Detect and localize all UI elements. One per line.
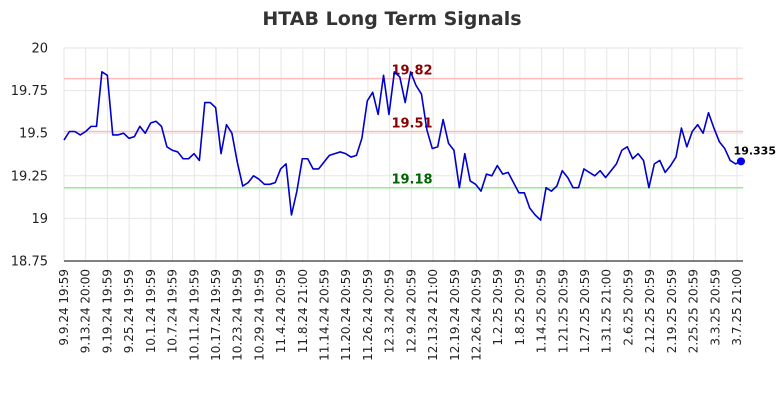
x-tick-label: 12.13.24 21:00 [426, 269, 440, 361]
x-tick-label: 1.8.25 20:59 [513, 269, 527, 346]
last-point-dot [737, 157, 745, 166]
x-tick-label: 10.11.24 19:59 [187, 269, 201, 361]
gridlines [63, 47, 743, 262]
signal-line-label: 19.18 [391, 173, 432, 188]
y-tick-label: 19.75 [11, 84, 48, 99]
x-tick-label: 3.3.25 20:59 [708, 269, 722, 346]
x-tick-label: 9.19.24 19:59 [100, 269, 114, 353]
last-point-label: 19.335 [734, 144, 776, 157]
x-tick-label: 12.26.24 20:59 [469, 269, 483, 361]
signal-lines: 19.82 19.51 19.18 [64, 64, 743, 189]
series-line [63, 71, 742, 221]
x-tick-label: 11.20.24 20:59 [339, 269, 353, 361]
x-tick-label: 12.3.24 20:59 [383, 269, 397, 353]
y-tick-label: 18.75 [11, 255, 48, 270]
y-tick-label: 19.5 [19, 127, 48, 142]
x-tick-label: 1.31.25 21:00 [600, 269, 614, 353]
x-tick-label: 2.12.25 20:59 [643, 269, 657, 353]
x-tick-label: 11.26.24 20:59 [361, 269, 375, 361]
x-tick-label: 2.25.25 20:59 [687, 269, 701, 353]
x-tick-label: 9.13.24 20:00 [79, 269, 93, 353]
x-tick-label: 10.1.24 19:59 [144, 269, 158, 353]
last-point-marker: 19.335 [734, 144, 776, 166]
x-tick-label: 2.19.25 20:59 [665, 269, 679, 353]
x-tick-label: 10.7.24 19:59 [166, 269, 180, 353]
y-tick-label: 20 [31, 42, 48, 57]
x-axis-ticks: 9.9.24 19:59 9.13.24 20:00 9.19.24 19:59 9.… [57, 269, 744, 361]
x-tick-label: 9.25.24 19:59 [122, 269, 136, 353]
x-tick-label: 11.8.24 21:00 [296, 269, 310, 353]
y-axis-ticks: 18.75 19 19.25 19.5 19.75 20 [11, 42, 48, 270]
x-tick-label: 10.17.24 19:59 [209, 269, 223, 361]
x-tick-label: 2.6.25 20:59 [621, 269, 635, 346]
x-tick-label: 12.9.24 20:59 [404, 269, 418, 353]
x-tick-label: 11.14.24 20:59 [318, 269, 332, 361]
chart-title: HTAB Long Term Signals [262, 8, 521, 30]
signal-line-label: 19.82 [391, 64, 432, 79]
x-tick-label: 10.23.24 19:59 [231, 269, 245, 361]
x-tick-label: 1.27.25 20:59 [578, 269, 592, 353]
x-tick-label: 3.7.25 21:00 [730, 269, 744, 346]
y-tick-label: 19 [31, 212, 48, 227]
price-series [63, 71, 742, 221]
x-tick-label: 11.4.24 20:59 [274, 269, 288, 353]
x-tick-label: 1.2.25 20:59 [491, 269, 505, 346]
y-tick-label: 19.25 [11, 169, 48, 184]
x-tick-label: 12.19.24 20:59 [448, 269, 462, 361]
x-tick-label: 1.14.25 20:59 [535, 269, 549, 353]
x-tick-label: 10.29.24 19:59 [252, 269, 266, 361]
x-tick-label: 9.9.24 19:59 [57, 269, 71, 346]
signal-line-label: 19.51 [391, 116, 432, 131]
x-tick-label: 1.21.25 20:59 [556, 269, 570, 353]
